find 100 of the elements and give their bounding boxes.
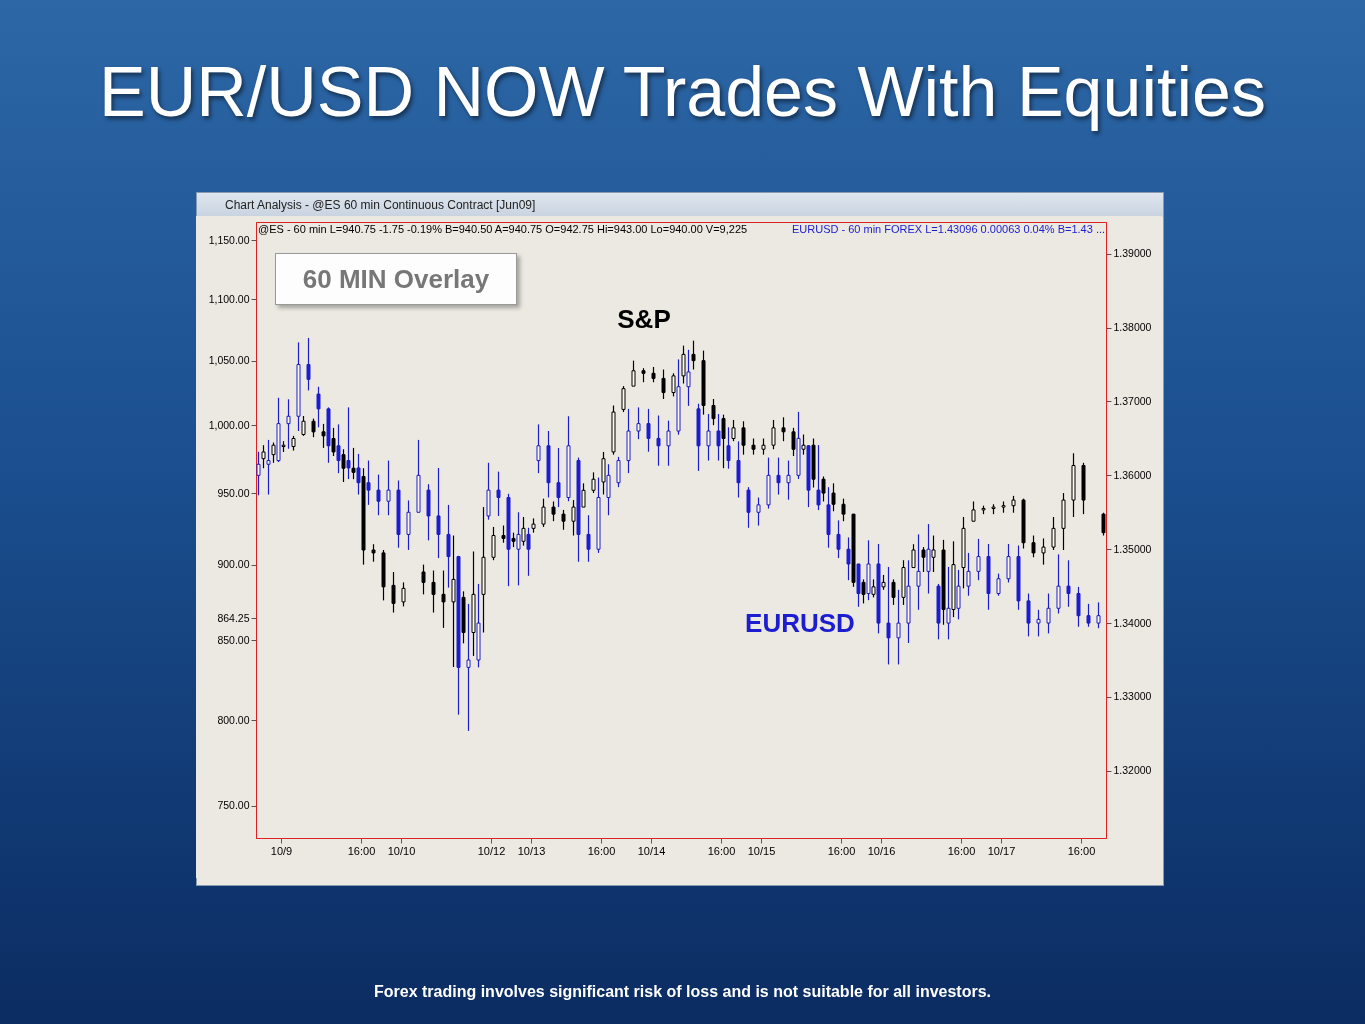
y-tick-label: 750.00 bbox=[217, 799, 250, 812]
candlestick bbox=[666, 420, 671, 467]
candlestick bbox=[1006, 543, 1011, 584]
candlestick bbox=[1031, 534, 1036, 558]
candlestick bbox=[446, 504, 451, 589]
x-tick-label: 10/15 bbox=[747, 844, 776, 857]
y-tick-label: 864.25 bbox=[217, 611, 250, 624]
x-tick-label: 16:00 bbox=[827, 844, 856, 857]
y-tick-label: 1,150.00 bbox=[208, 233, 250, 246]
candlestick bbox=[776, 457, 781, 496]
candlestick bbox=[421, 564, 426, 595]
candlestick bbox=[496, 471, 501, 517]
candlestick bbox=[911, 543, 916, 569]
x-tick-label: 16:00 bbox=[347, 844, 376, 857]
y2-tick-label: 1.35000 bbox=[1113, 542, 1152, 555]
x-tick-label: 10/13 bbox=[517, 844, 546, 857]
candlestick bbox=[571, 499, 576, 537]
candlestick bbox=[656, 414, 661, 467]
candlestick bbox=[556, 447, 561, 508]
x-tick-label: 16:00 bbox=[1067, 844, 1096, 857]
candlestick bbox=[691, 340, 696, 371]
candlestick bbox=[431, 569, 436, 614]
y2-tick-label: 1.36000 bbox=[1113, 468, 1152, 481]
candlestick bbox=[841, 498, 846, 522]
candlestick bbox=[746, 486, 751, 529]
candlestick bbox=[966, 552, 971, 597]
candlestick bbox=[366, 459, 371, 506]
text: Chart Analysis - @ES 60 min Continuous Contract [Jun09] bbox=[225, 198, 536, 212]
x-tick-label: 16:00 bbox=[707, 844, 736, 857]
candlestick bbox=[491, 526, 496, 561]
candlestick bbox=[1056, 553, 1061, 615]
y-tick-label: 1,000.00 bbox=[208, 418, 250, 431]
candlestick bbox=[786, 459, 791, 501]
candlestick bbox=[711, 398, 716, 426]
candlestick bbox=[996, 572, 1001, 597]
candlestick bbox=[401, 581, 406, 608]
text: Forex trading involves significant risk of loss and is not suitable for all investors. bbox=[373, 983, 992, 1001]
y-tick-label: 900.00 bbox=[217, 558, 250, 571]
candlestick bbox=[561, 509, 566, 531]
candlestick bbox=[1036, 609, 1041, 637]
annotation: @ES - 60 min L=940.75 -1.75 -0.19% B=940.50 A=940.75 O=942.75 Hi=943.00 Lo=940.00 V=9,225 bbox=[258, 223, 748, 235]
candlestick bbox=[581, 482, 586, 508]
candlestick bbox=[636, 406, 641, 440]
candlestick bbox=[646, 408, 651, 453]
candlestick bbox=[706, 413, 711, 462]
candlestick bbox=[1046, 592, 1051, 635]
candlestick bbox=[586, 514, 591, 563]
candlestick bbox=[791, 427, 796, 457]
candlestick bbox=[891, 578, 896, 606]
x-tick-label: 16:00 bbox=[587, 844, 616, 857]
candlestick bbox=[551, 500, 556, 522]
y2-tick-label: 1.34000 bbox=[1113, 616, 1152, 629]
x-tick-label: 10/9 bbox=[270, 844, 293, 857]
x-tick-label: 10/17 bbox=[987, 844, 1016, 857]
candlestick bbox=[1086, 603, 1091, 628]
candlestick bbox=[731, 419, 736, 442]
candlestick bbox=[976, 538, 981, 581]
candlestick bbox=[616, 456, 621, 488]
candlestick bbox=[406, 499, 411, 551]
x-tick-label: 16:00 bbox=[947, 844, 976, 857]
annotation: EURUSD - 60 min FOREX L=1.43096 0.00063 0.04% B=1.43 ... bbox=[792, 223, 1106, 235]
candlestick bbox=[441, 569, 446, 629]
candlestick bbox=[861, 578, 866, 604]
candlestick bbox=[971, 500, 976, 522]
candlestick bbox=[391, 571, 396, 614]
candlestick bbox=[316, 386, 321, 428]
candlestick bbox=[331, 427, 336, 457]
candlestick bbox=[631, 360, 636, 387]
candlestick bbox=[756, 496, 761, 527]
candlestick bbox=[1096, 601, 1101, 629]
candlestick bbox=[621, 385, 626, 413]
candlestick bbox=[896, 589, 901, 666]
series-label: S&P bbox=[617, 304, 671, 334]
annotation: 60 MIN Overlay bbox=[275, 253, 517, 305]
candlestick bbox=[781, 416, 786, 442]
x-tick-label: 10/14 bbox=[637, 844, 666, 857]
candlestick bbox=[831, 482, 836, 512]
y-tick-label: 850.00 bbox=[217, 633, 250, 646]
candlestick bbox=[436, 467, 441, 559]
candlestick bbox=[301, 415, 306, 437]
candlestick bbox=[311, 418, 316, 438]
candlestick bbox=[376, 474, 381, 516]
candlestick bbox=[1066, 559, 1071, 608]
y-tick-label: 950.00 bbox=[217, 486, 250, 499]
candlestick bbox=[661, 368, 666, 400]
candlestick bbox=[741, 420, 746, 456]
candlestick bbox=[771, 419, 776, 450]
y2-tick-label: 1.32000 bbox=[1113, 764, 1152, 777]
x-tick-label: 10/10 bbox=[387, 844, 416, 857]
y2-tick-label: 1.37000 bbox=[1113, 394, 1152, 407]
y-tick-label: 1,100.00 bbox=[208, 292, 250, 305]
candlestick bbox=[846, 536, 851, 581]
y-tick-label: 800.00 bbox=[217, 713, 250, 726]
series-label: EURUSD bbox=[745, 608, 855, 638]
candlestick bbox=[1026, 592, 1031, 637]
candlestick bbox=[386, 459, 391, 516]
x-tick-label: 10/12 bbox=[477, 844, 506, 857]
candlestick bbox=[536, 423, 541, 474]
y2-tick-label: 1.39000 bbox=[1113, 247, 1152, 260]
y2-tick-label: 1.38000 bbox=[1113, 321, 1152, 334]
